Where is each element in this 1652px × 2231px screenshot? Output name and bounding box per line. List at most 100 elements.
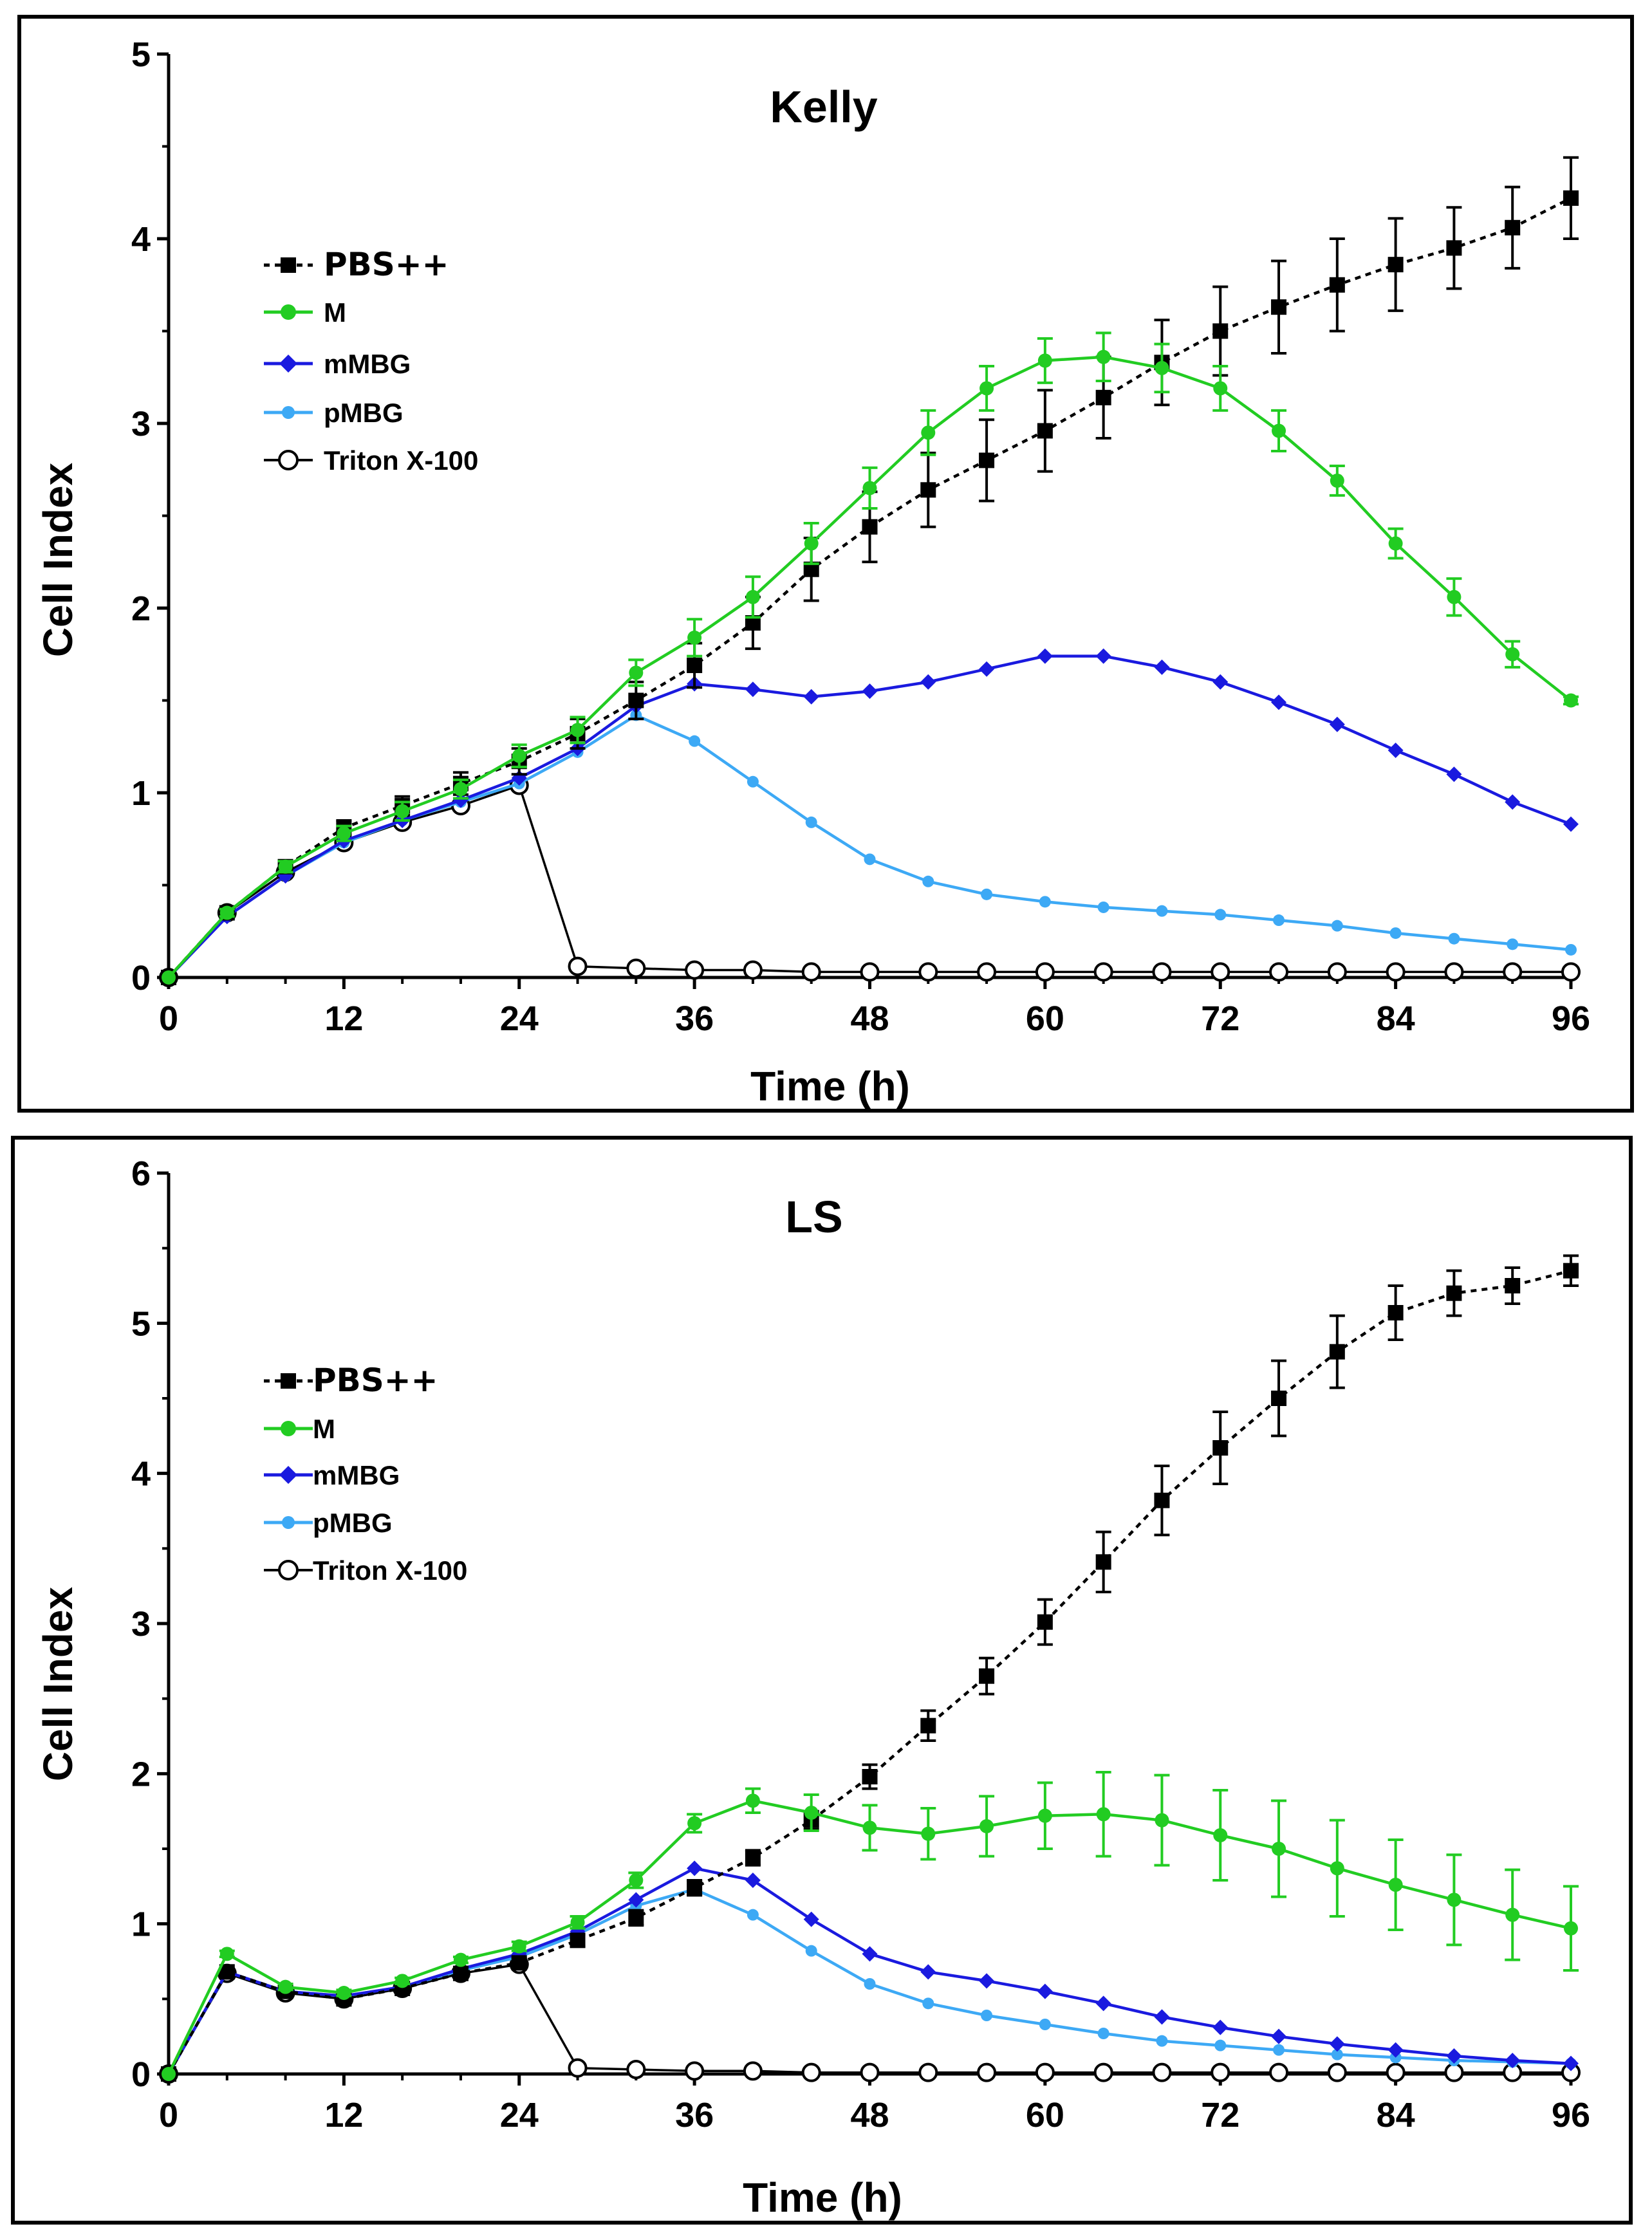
data-point bbox=[1037, 353, 1052, 368]
data-point bbox=[689, 735, 701, 747]
data-point bbox=[1212, 323, 1229, 339]
data-point bbox=[1387, 1305, 1404, 1320]
data-point bbox=[1271, 694, 1287, 710]
x-tick-label: 72 bbox=[1201, 2096, 1239, 2134]
data-point bbox=[1444, 962, 1464, 982]
data-point bbox=[1155, 360, 1169, 375]
data-point bbox=[1507, 938, 1519, 950]
square-marker-icon bbox=[281, 257, 296, 273]
series-line bbox=[167, 784, 1571, 979]
data-point bbox=[921, 1826, 936, 1841]
data-point bbox=[452, 792, 469, 808]
data-point bbox=[860, 2062, 880, 2082]
x-tick-label: 36 bbox=[675, 2096, 714, 2134]
x-tick-label: 96 bbox=[1552, 999, 1590, 1038]
data-point bbox=[1037, 1614, 1053, 1630]
data-point bbox=[1327, 962, 1347, 982]
data-point bbox=[747, 1909, 759, 1921]
series-mmbg bbox=[161, 1860, 1579, 2082]
y-tick-label: 0 bbox=[131, 959, 151, 997]
data-point bbox=[687, 1816, 702, 1831]
data-point bbox=[801, 962, 821, 982]
open-circle-marker-icon bbox=[278, 450, 299, 470]
legend-item-pbs: PBS++ bbox=[264, 246, 449, 283]
y-tick-label: 2 bbox=[131, 589, 151, 628]
data-point bbox=[1505, 219, 1521, 236]
square-marker-icon bbox=[281, 1373, 296, 1389]
data-point bbox=[628, 1892, 644, 1908]
data-point bbox=[920, 482, 936, 498]
data-point bbox=[1212, 674, 1229, 690]
chart-title: LS bbox=[785, 1192, 842, 1242]
legend-label: mMBG bbox=[313, 1460, 400, 1490]
data-point bbox=[1271, 299, 1287, 315]
panel-frame bbox=[11, 1136, 1633, 2225]
data-point bbox=[1271, 2028, 1287, 2044]
legend-item-mmbg: mMBG bbox=[264, 1460, 400, 1490]
data-point bbox=[1563, 1263, 1579, 1279]
data-point bbox=[745, 589, 760, 604]
data-point bbox=[1330, 473, 1344, 488]
data-point bbox=[1446, 240, 1462, 256]
data-point bbox=[743, 2061, 763, 2081]
data-point bbox=[1095, 1554, 1111, 1570]
data-point bbox=[1156, 905, 1168, 917]
data-point bbox=[1214, 909, 1227, 921]
y-tick-label: 1 bbox=[131, 1905, 151, 1944]
data-point bbox=[1212, 1440, 1229, 1456]
series-line bbox=[167, 714, 1572, 979]
data-point bbox=[1446, 2048, 1462, 2064]
data-point bbox=[745, 1873, 761, 1888]
data-point bbox=[805, 1945, 817, 1957]
data-point bbox=[803, 689, 819, 705]
data-point bbox=[1097, 901, 1109, 913]
data-point bbox=[1448, 932, 1460, 945]
data-point bbox=[278, 859, 293, 874]
data-point bbox=[977, 2062, 997, 2082]
series-line bbox=[167, 1867, 1572, 2075]
data-point bbox=[979, 661, 995, 677]
data-point bbox=[920, 1717, 936, 1734]
data-point bbox=[745, 1850, 761, 1865]
data-point bbox=[1154, 659, 1170, 675]
data-point bbox=[1095, 389, 1111, 405]
chart-title: Kelly bbox=[770, 82, 877, 132]
panel-frame bbox=[17, 15, 1634, 1113]
data-point bbox=[1387, 742, 1404, 758]
data-point bbox=[804, 1806, 819, 1820]
data-point bbox=[1561, 962, 1581, 982]
data-point bbox=[1329, 1344, 1345, 1360]
data-point bbox=[1269, 962, 1289, 982]
diamond-marker-icon bbox=[279, 1466, 297, 1484]
x-axis-label: Time (h) bbox=[743, 2174, 902, 2221]
x-tick-label: 84 bbox=[1377, 999, 1415, 1038]
x-tick-label: 24 bbox=[500, 999, 539, 1038]
x-tick-label: 72 bbox=[1201, 999, 1239, 1038]
data-point bbox=[1273, 2044, 1285, 2056]
data-point bbox=[860, 962, 880, 982]
data-point bbox=[743, 960, 763, 980]
data-point bbox=[1213, 381, 1228, 396]
data-point bbox=[629, 665, 644, 680]
data-point bbox=[1273, 914, 1285, 927]
data-point bbox=[1329, 277, 1345, 293]
data-point bbox=[979, 1819, 994, 1833]
data-point bbox=[864, 853, 876, 866]
data-point bbox=[862, 1769, 878, 1784]
data-point bbox=[920, 1964, 936, 1980]
data-point bbox=[162, 2067, 176, 2081]
circle-marker-icon bbox=[282, 1516, 295, 1529]
data-point bbox=[1327, 2062, 1347, 2082]
data-point bbox=[1096, 1807, 1111, 1822]
series-triton bbox=[159, 1954, 1581, 2084]
data-point bbox=[512, 748, 526, 763]
data-point bbox=[922, 875, 934, 887]
data-point bbox=[1154, 1492, 1170, 1508]
data-point bbox=[395, 804, 410, 819]
legend-item-m: M bbox=[264, 297, 346, 328]
legend-item-triton: Triton X-100 bbox=[264, 445, 478, 476]
data-point bbox=[920, 674, 936, 690]
data-point bbox=[1444, 2062, 1464, 2082]
data-point bbox=[981, 2010, 993, 2021]
